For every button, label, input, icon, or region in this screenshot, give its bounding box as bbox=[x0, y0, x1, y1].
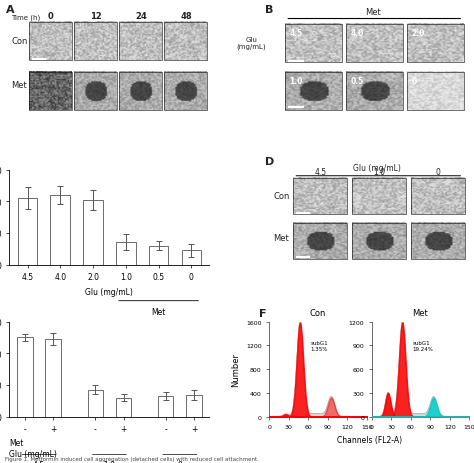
Bar bbox=[50, 195, 70, 265]
Bar bbox=[346, 25, 403, 63]
Bar bbox=[285, 25, 342, 63]
Text: subG1
1.35%: subG1 1.35% bbox=[310, 340, 328, 351]
Bar bbox=[46, 339, 61, 417]
Text: Con: Con bbox=[11, 37, 27, 46]
Bar bbox=[407, 25, 464, 63]
Bar bbox=[119, 23, 163, 61]
Bar bbox=[407, 73, 464, 111]
Text: Con: Con bbox=[273, 191, 290, 200]
Bar bbox=[119, 73, 163, 111]
Text: subG1
19.24%: subG1 19.24% bbox=[413, 340, 434, 351]
Text: B: B bbox=[265, 5, 273, 15]
Bar bbox=[18, 199, 37, 265]
Text: Glu (mg/mL): Glu (mg/mL) bbox=[9, 449, 57, 458]
Text: Met: Met bbox=[151, 308, 166, 317]
Bar bbox=[149, 246, 168, 265]
Bar bbox=[293, 223, 347, 259]
Bar bbox=[285, 73, 342, 111]
Y-axis label: Number: Number bbox=[231, 352, 240, 386]
Bar bbox=[411, 179, 465, 215]
Bar bbox=[352, 179, 406, 215]
Text: 4.0: 4.0 bbox=[350, 29, 364, 38]
Bar bbox=[74, 23, 118, 61]
Bar bbox=[116, 398, 131, 417]
Text: Met: Met bbox=[365, 8, 381, 17]
Bar bbox=[17, 338, 33, 417]
Text: 2.0: 2.0 bbox=[411, 29, 425, 38]
Text: Met: Met bbox=[11, 81, 27, 89]
Text: 0: 0 bbox=[177, 460, 182, 463]
Text: Glu (mg/mL): Glu (mg/mL) bbox=[353, 163, 401, 173]
Bar bbox=[182, 251, 201, 265]
Text: 4.5: 4.5 bbox=[289, 29, 302, 38]
Text: 24: 24 bbox=[135, 13, 147, 21]
Text: Met: Met bbox=[412, 308, 428, 317]
Text: Con: Con bbox=[310, 308, 326, 317]
Text: 4.5: 4.5 bbox=[33, 460, 45, 463]
Bar bbox=[88, 390, 103, 417]
Bar bbox=[411, 223, 465, 259]
Bar bbox=[293, 179, 347, 215]
Text: Time (h): Time (h) bbox=[11, 15, 41, 21]
Text: 4.5: 4.5 bbox=[314, 168, 327, 176]
Text: 48: 48 bbox=[180, 13, 191, 21]
Text: 0.5: 0.5 bbox=[350, 76, 364, 85]
Bar bbox=[352, 223, 406, 259]
Text: 0: 0 bbox=[411, 76, 417, 85]
Text: A: A bbox=[6, 5, 14, 15]
Bar bbox=[346, 73, 403, 111]
Bar bbox=[158, 396, 173, 417]
Bar bbox=[29, 23, 73, 61]
Text: Channels (FL2-A): Channels (FL2-A) bbox=[337, 435, 402, 444]
Bar bbox=[116, 243, 136, 265]
Bar bbox=[29, 73, 73, 111]
Text: Glu (mg/mL): Glu (mg/mL) bbox=[85, 288, 133, 297]
Bar bbox=[186, 395, 201, 417]
Text: F: F bbox=[259, 308, 267, 318]
Text: 0: 0 bbox=[48, 13, 54, 21]
Text: 1.0: 1.0 bbox=[374, 168, 385, 176]
Text: 0: 0 bbox=[436, 168, 441, 176]
Text: 12: 12 bbox=[90, 13, 102, 21]
Text: 1.0: 1.0 bbox=[103, 460, 116, 463]
Text: Figure 1. Metformin induced cell aggregation (detached cells) with reduced cell : Figure 1. Metformin induced cell aggrega… bbox=[5, 456, 259, 461]
Text: Met: Met bbox=[9, 438, 24, 446]
Bar bbox=[83, 200, 103, 265]
Bar bbox=[74, 73, 118, 111]
Text: 1.0: 1.0 bbox=[289, 76, 303, 85]
Text: Glu
(mg/mL): Glu (mg/mL) bbox=[237, 37, 266, 50]
Text: Met: Met bbox=[273, 234, 289, 243]
Text: D: D bbox=[265, 156, 274, 166]
Bar bbox=[164, 23, 208, 61]
Bar bbox=[164, 73, 208, 111]
